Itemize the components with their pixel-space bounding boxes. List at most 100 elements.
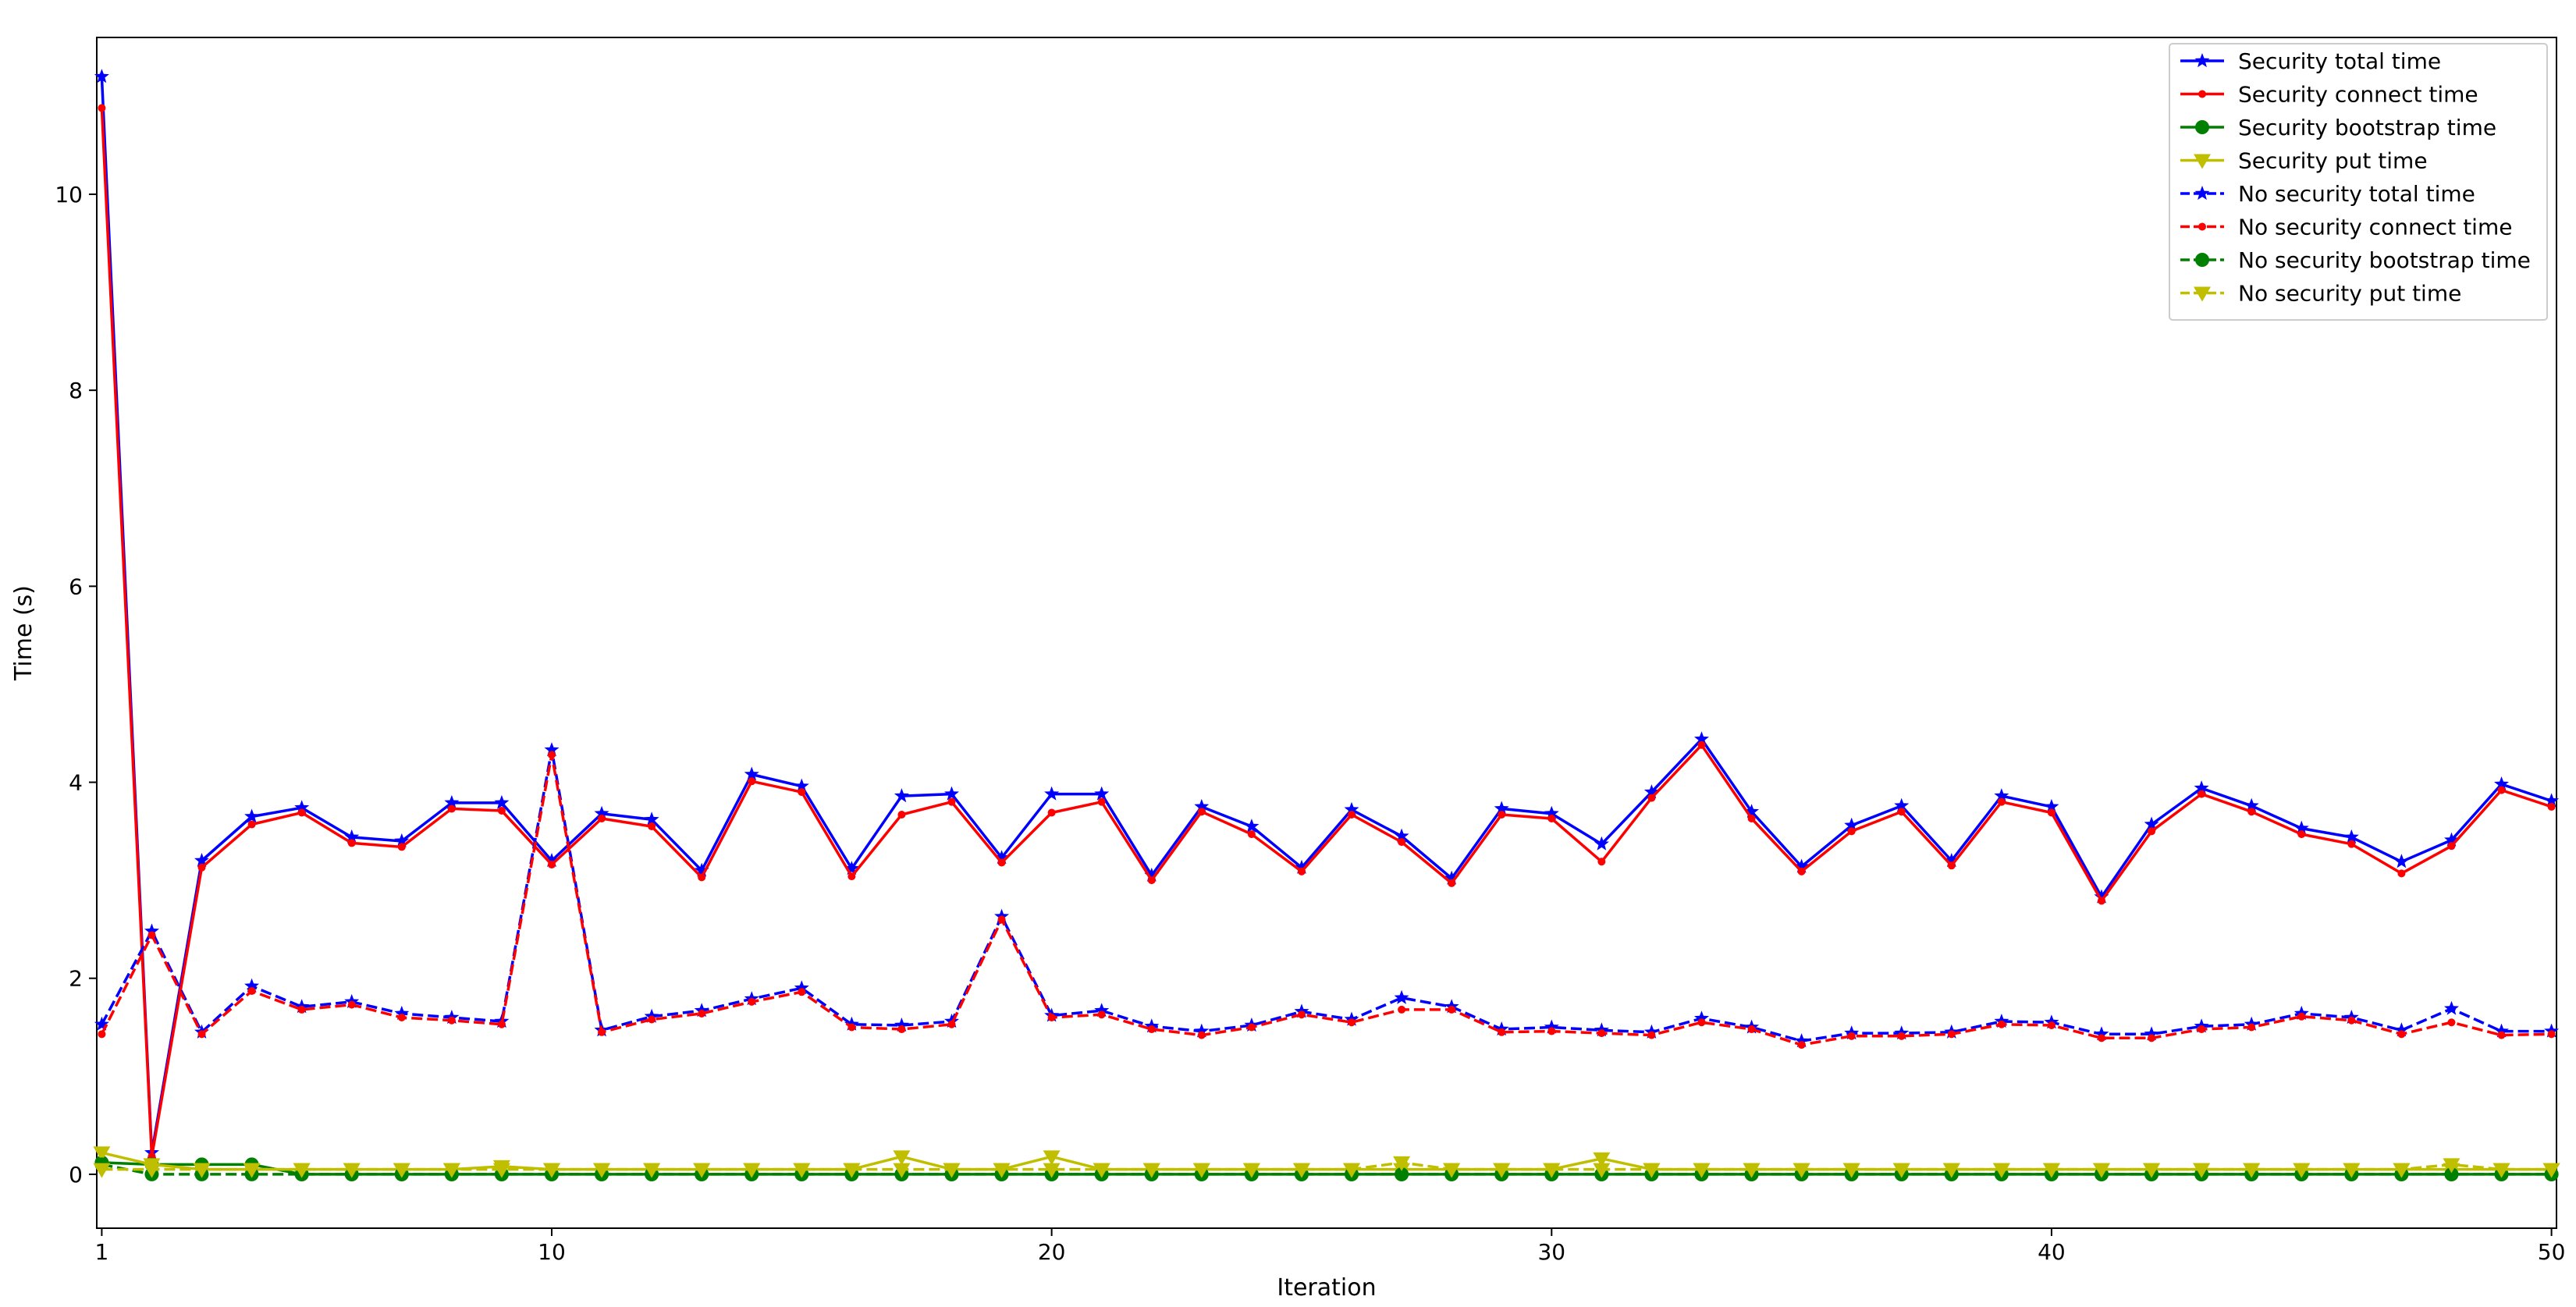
legend-item: No security bootstrap time — [2180, 247, 2531, 273]
data-point — [2198, 1025, 2206, 1034]
data-point — [94, 69, 109, 83]
data-point — [1997, 1020, 2006, 1028]
series-line — [100, 748, 2552, 1042]
data-point — [344, 829, 360, 844]
legend-label: No security put time — [2238, 281, 2461, 307]
data-point — [947, 1020, 956, 1028]
data-point — [247, 987, 256, 996]
data-point — [1647, 794, 1656, 802]
data-point — [2393, 1163, 2411, 1178]
series-5 — [98, 751, 2556, 1050]
data-point — [648, 822, 656, 831]
data-point — [297, 1005, 306, 1014]
data-point — [1498, 810, 1506, 819]
data-point — [2547, 1030, 2556, 1039]
data-point — [1398, 838, 1406, 847]
data-point — [1494, 801, 1509, 815]
data-point — [693, 1163, 711, 1178]
data-point — [794, 778, 809, 793]
legend-label: No security bootstrap time — [2238, 247, 2531, 273]
data-point — [1547, 815, 1556, 823]
data-point — [447, 1016, 456, 1025]
data-point — [542, 1163, 560, 1178]
data-point — [1643, 784, 1659, 799]
data-point — [648, 1015, 656, 1024]
series-0 — [94, 69, 2560, 1160]
data-point — [2497, 786, 2506, 794]
data-point — [442, 1163, 460, 1178]
data-point — [294, 800, 310, 815]
data-point — [197, 863, 206, 872]
data-point — [1192, 1163, 1210, 1178]
data-point — [1197, 808, 1206, 816]
data-point — [1247, 830, 1256, 839]
data-point — [997, 858, 1006, 867]
data-point — [1543, 1163, 1561, 1178]
data-point — [1043, 1150, 1061, 1166]
data-point — [2243, 1163, 2261, 1178]
data-point — [2047, 808, 2055, 817]
data-point — [1094, 786, 1110, 801]
data-point — [98, 104, 106, 112]
data-point — [894, 1018, 909, 1032]
series-line — [101, 1163, 2552, 1176]
data-point — [997, 915, 1006, 924]
data-point — [1147, 1025, 1156, 1034]
data-point — [2047, 1021, 2055, 1030]
data-point — [1398, 1005, 1406, 1014]
data-point — [1194, 1023, 1210, 1038]
data-point — [2393, 854, 2409, 868]
legend-marker — [2195, 253, 2209, 267]
data-point — [394, 833, 410, 847]
x-tick-label: 20 — [1038, 1239, 1066, 1265]
data-point — [893, 1150, 911, 1166]
data-point — [993, 1163, 1011, 1178]
y-tick-label: 2 — [69, 966, 83, 992]
legend-item: Security bootstrap time — [2180, 115, 2496, 140]
axis-ticks: 1 10 20 30 40 50 0 2 4 6 8 10 — [55, 182, 2565, 1265]
data-point — [2444, 1167, 2459, 1181]
data-point — [2042, 1163, 2060, 1178]
data-point — [994, 850, 1010, 865]
data-point — [394, 1005, 410, 1020]
legend-marker — [2198, 90, 2206, 98]
data-point — [1593, 1163, 1611, 1178]
data-point — [2247, 808, 2256, 816]
x-axis-label: Iteration — [1277, 1274, 1376, 1302]
data-point — [194, 853, 209, 868]
data-point — [1348, 1018, 1356, 1027]
data-point — [1244, 819, 1260, 833]
legend-item: No security put time — [2180, 281, 2461, 307]
data-point — [1694, 1010, 1709, 1025]
data-point — [793, 1163, 811, 1178]
data-point — [748, 777, 756, 786]
y-tick-label: 4 — [69, 770, 83, 796]
data-point — [1847, 1032, 1856, 1040]
series-line — [100, 753, 2552, 1046]
data-point — [2447, 842, 2456, 851]
data-point — [2093, 1163, 2111, 1178]
data-point — [1344, 801, 1359, 816]
data-point — [1947, 861, 1956, 870]
data-point — [1693, 1163, 1711, 1178]
data-point — [343, 1163, 361, 1178]
data-point — [1297, 867, 1306, 875]
data-point — [2347, 1016, 2356, 1025]
data-point — [2247, 1023, 2256, 1032]
legend-label: Security bootstrap time — [2238, 115, 2496, 140]
data-point — [2497, 1031, 2506, 1039]
data-point — [1394, 989, 1409, 1004]
data-point — [547, 751, 556, 759]
data-point — [243, 1163, 261, 1178]
data-point — [347, 839, 356, 847]
x-tick-label: 30 — [1537, 1239, 1565, 1265]
data-point — [698, 873, 706, 882]
data-point — [293, 1163, 311, 1178]
data-point — [1343, 1163, 1361, 1178]
data-point — [1043, 1163, 1061, 1178]
data-point — [1897, 1032, 1906, 1040]
plot-area — [96, 37, 2557, 1229]
data-point — [1597, 858, 1606, 866]
legend-item: Security total time — [2180, 48, 2441, 74]
